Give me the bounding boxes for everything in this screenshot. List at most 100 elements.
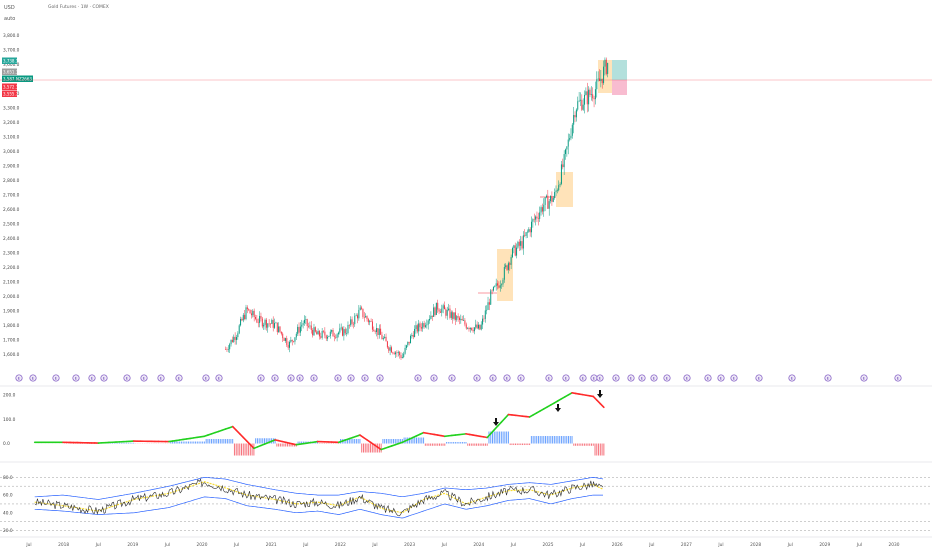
candle-body (445, 309, 447, 316)
take-profit-zone[interactable] (612, 60, 627, 80)
osc-histogram-bar (225, 439, 227, 444)
event-marker-icon (296, 374, 304, 382)
event-marker-letter: E (492, 376, 495, 381)
candle-body (250, 313, 252, 316)
candle-body (449, 308, 451, 318)
candle-body (473, 327, 475, 332)
candle-body (464, 320, 466, 325)
osc-histogram-bar (255, 438, 257, 444)
osc-histogram-bar (511, 443, 513, 446)
osc-histogram-bar (290, 443, 292, 447)
osc-line-segment (592, 395, 598, 401)
time-axis-label: Jul (441, 542, 447, 548)
osc-tick-label: 200.0 (3, 393, 16, 399)
time-axis-label: 2020 (197, 542, 208, 548)
event-marker-letter: E (433, 376, 436, 381)
osc-histogram-bar (179, 441, 181, 444)
candle-body (308, 326, 310, 327)
osc-histogram-bar (557, 436, 559, 444)
scale-mode-label[interactable]: auto (4, 16, 15, 22)
time-axis[interactable]: Jul 2018 Jul 2019 Jul 2020 Jul 2021 Jul 2022 Jul 20… (25, 542, 899, 548)
candle-body (482, 318, 484, 325)
candle-body (513, 245, 515, 248)
candle-body (401, 357, 403, 358)
event-marker-icon (100, 374, 108, 382)
event-marker-letter: E (506, 376, 509, 381)
candle-body (550, 195, 552, 202)
candle-body (477, 324, 479, 329)
candle-body (286, 338, 288, 345)
candle-body (414, 329, 416, 337)
event-marker-icon (545, 374, 553, 382)
zone-2024 (497, 249, 513, 301)
rsi-tick-label: 20.0 (3, 528, 13, 534)
event-marker-icon (29, 374, 37, 382)
stop-loss-zone[interactable] (612, 80, 627, 95)
event-marker-letter: E (126, 376, 129, 381)
osc-histogram-bar (302, 441, 304, 444)
candle-body (567, 139, 569, 147)
candle-body (590, 94, 592, 96)
osc-histogram-bar (373, 443, 375, 453)
price-tick-label: 2,800.0 (3, 178, 20, 184)
osc-histogram-bar (534, 436, 536, 444)
candle-body (554, 192, 556, 198)
candle-body (261, 318, 263, 327)
event-marker-letter: E (565, 376, 568, 381)
price-badge (2, 83, 17, 90)
candle-body (450, 312, 452, 318)
candle-body (259, 315, 261, 323)
event-marker-icon (612, 374, 620, 382)
osc-line-segment (486, 432, 492, 439)
candle-body (253, 310, 255, 318)
event-marker-icon (88, 374, 96, 382)
time-axis-label: 2023 (404, 542, 415, 548)
rsi-axis: 80.0 60.0 40.0 20.0 (3, 475, 13, 534)
osc-histogram-bar (241, 443, 243, 456)
candle-body (378, 328, 380, 335)
osc-histogram-bar (601, 443, 603, 456)
candle-body (518, 241, 520, 246)
time-axis-label: Jul (510, 542, 516, 548)
candle-body (547, 195, 549, 209)
candle-body (399, 352, 401, 356)
candle-body (320, 336, 322, 338)
osc-histogram-bar (288, 443, 290, 447)
candle-body (588, 89, 590, 105)
candle-body (362, 308, 364, 318)
candle-body (510, 257, 512, 265)
candle-body (441, 308, 443, 313)
osc-histogram-bar (509, 443, 511, 446)
osc-histogram-bar (182, 441, 184, 444)
candle-body (380, 328, 382, 335)
candle-body (492, 286, 494, 291)
candle-body (233, 336, 235, 342)
candle-body (348, 324, 350, 326)
osc-histogram-bar (345, 439, 347, 444)
candle-body (566, 146, 568, 150)
candle-body (411, 334, 413, 336)
candle-body (544, 197, 546, 206)
osc-histogram-bar (260, 438, 262, 444)
candle-body (248, 309, 250, 310)
osc-histogram-bar (354, 439, 356, 444)
osc-line-segment (599, 402, 605, 409)
osc-histogram-bar (210, 439, 212, 444)
candle-body (415, 325, 417, 330)
candle-body (275, 322, 277, 324)
event-marker-icon (663, 374, 671, 382)
osc-histogram-bar (488, 431, 490, 444)
candle-body (392, 352, 394, 354)
osc-histogram-bar (419, 437, 421, 444)
candle-body (562, 164, 564, 168)
osc-histogram-bar (546, 436, 548, 444)
osc-histogram-bar (463, 442, 465, 444)
price-tick-label: 2,500.0 (3, 222, 20, 228)
osc-histogram-bar (115, 442, 117, 444)
time-axis-label: Jul (579, 542, 585, 548)
candle-body (423, 323, 425, 327)
osc-histogram-bar (580, 443, 582, 446)
osc-histogram-bar (205, 439, 207, 444)
